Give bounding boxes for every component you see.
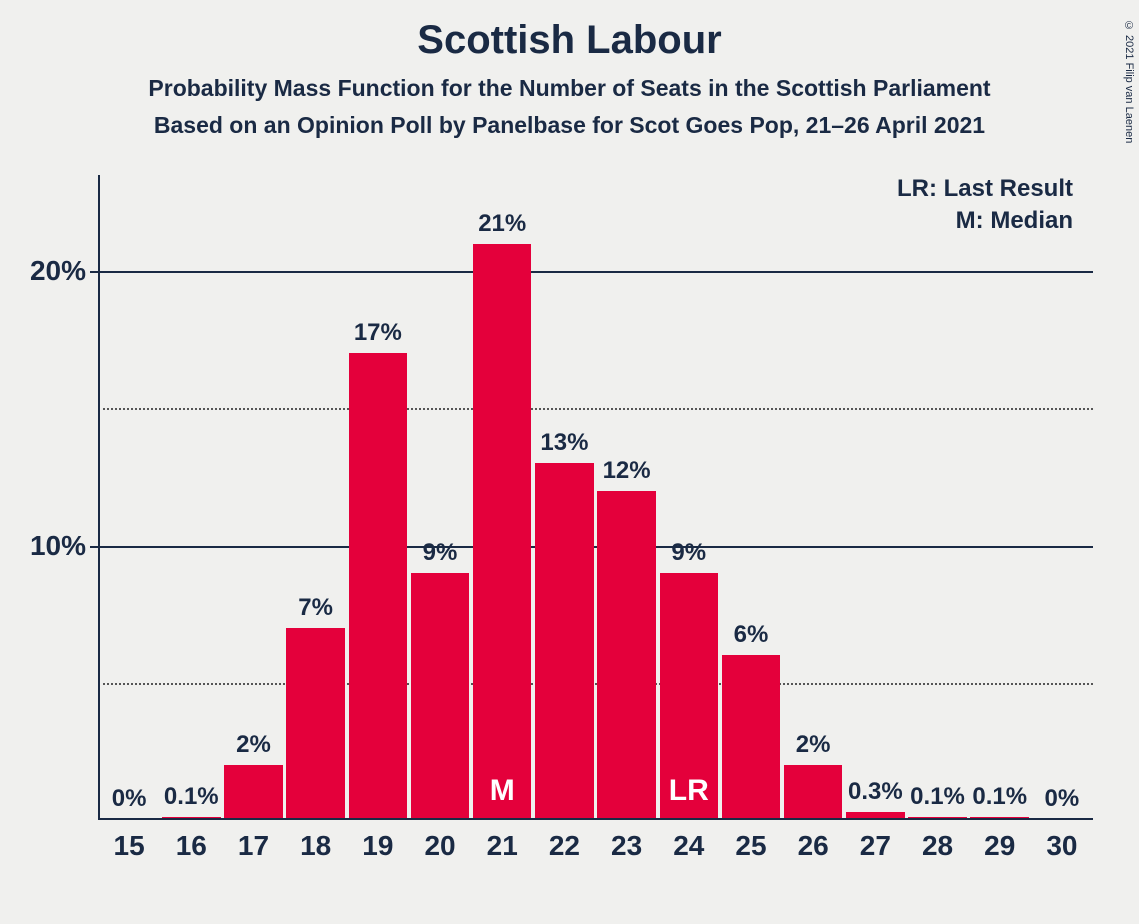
x-tick-label: 25: [720, 820, 782, 862]
bar-slot: 9%LR24: [658, 175, 720, 820]
bar: 9%: [411, 573, 469, 820]
y-axis: [98, 175, 100, 820]
y-tick-label: 20%: [26, 255, 86, 287]
bar-value-label: 17%: [337, 319, 419, 353]
y-tick-label: 10%: [26, 530, 86, 562]
bar-slot: 0%15: [98, 175, 160, 820]
bar: 7%: [286, 628, 344, 820]
chart-legend: LR: Last Result M: Median: [897, 175, 1073, 239]
bar-annotation: M: [473, 774, 531, 808]
chart-title: Scottish Labour: [0, 18, 1139, 63]
x-tick-label: 21: [471, 820, 533, 862]
bar-slot: 0.1%16: [160, 175, 222, 820]
bar-value-label: 0.1%: [150, 783, 232, 817]
chart-subtitle-1: Probability Mass Function for the Number…: [0, 75, 1139, 102]
plot-area: 10%20% 0%150.1%162%177%1817%199%2021%M21…: [98, 175, 1093, 820]
x-tick-label: 22: [533, 820, 595, 862]
legend-lr: LR: Last Result: [897, 175, 1073, 203]
bar-value-label: 6%: [710, 621, 792, 655]
x-tick-label: 18: [285, 820, 347, 862]
x-tick-label: 29: [969, 820, 1031, 862]
copyright-text: © 2021 Filip van Laenen: [1123, 20, 1135, 143]
bar-slot: 0%30: [1031, 175, 1093, 820]
bar-value-label: 12%: [586, 457, 668, 491]
y-tick-mark: [90, 546, 98, 548]
chart: 10%20% 0%150.1%162%177%1817%199%2021%M21…: [38, 175, 1113, 875]
bar: 9%LR: [660, 573, 718, 820]
bar-slot: 0.1%29: [969, 175, 1031, 820]
x-tick-label: 16: [160, 820, 222, 862]
x-tick-label: 15: [98, 820, 160, 862]
bar-slot: 9%20: [409, 175, 471, 820]
bar-annotation: LR: [660, 774, 718, 808]
bar: 17%: [349, 353, 407, 820]
x-tick-label: 23: [596, 820, 658, 862]
x-axis: [98, 818, 1093, 820]
bar-value-label: 9%: [648, 539, 730, 573]
x-tick-label: 30: [1031, 820, 1093, 862]
bar-slot: 2%26: [782, 175, 844, 820]
bar: 13%: [535, 463, 593, 820]
bar-slot: 0.1%28: [906, 175, 968, 820]
x-tick-label: 17: [222, 820, 284, 862]
chart-header: Scottish Labour Probability Mass Functio…: [0, 0, 1139, 139]
bar-value-label: 7%: [275, 594, 357, 628]
bar-value-label: 21%: [461, 210, 543, 244]
bar-slot: 12%23: [596, 175, 658, 820]
x-tick-label: 27: [844, 820, 906, 862]
x-tick-label: 26: [782, 820, 844, 862]
bar-slot: 2%17: [222, 175, 284, 820]
bar-slot: 13%22: [533, 175, 595, 820]
x-tick-label: 19: [347, 820, 409, 862]
bar-value-label: 2%: [772, 731, 854, 765]
bar-slot: 0.3%27: [844, 175, 906, 820]
bar-value-label: 9%: [399, 539, 481, 573]
bar-value-label: 0%: [1021, 785, 1103, 819]
bar-slot: 7%18: [285, 175, 347, 820]
x-tick-label: 20: [409, 820, 471, 862]
bar: 21%M: [473, 244, 531, 820]
bar-slot: 6%25: [720, 175, 782, 820]
bar-slot: 21%M21: [471, 175, 533, 820]
bar: 2%: [224, 765, 282, 820]
chart-subtitle-2: Based on an Opinion Poll by Panelbase fo…: [0, 112, 1139, 139]
bar-value-label: 2%: [213, 731, 295, 765]
x-tick-label: 24: [658, 820, 720, 862]
x-tick-label: 28: [906, 820, 968, 862]
bar-slot: 17%19: [347, 175, 409, 820]
bars-container: 0%150.1%162%177%1817%199%2021%M2113%2212…: [98, 175, 1093, 820]
legend-m: M: Median: [897, 207, 1073, 235]
y-tick-mark: [90, 271, 98, 273]
